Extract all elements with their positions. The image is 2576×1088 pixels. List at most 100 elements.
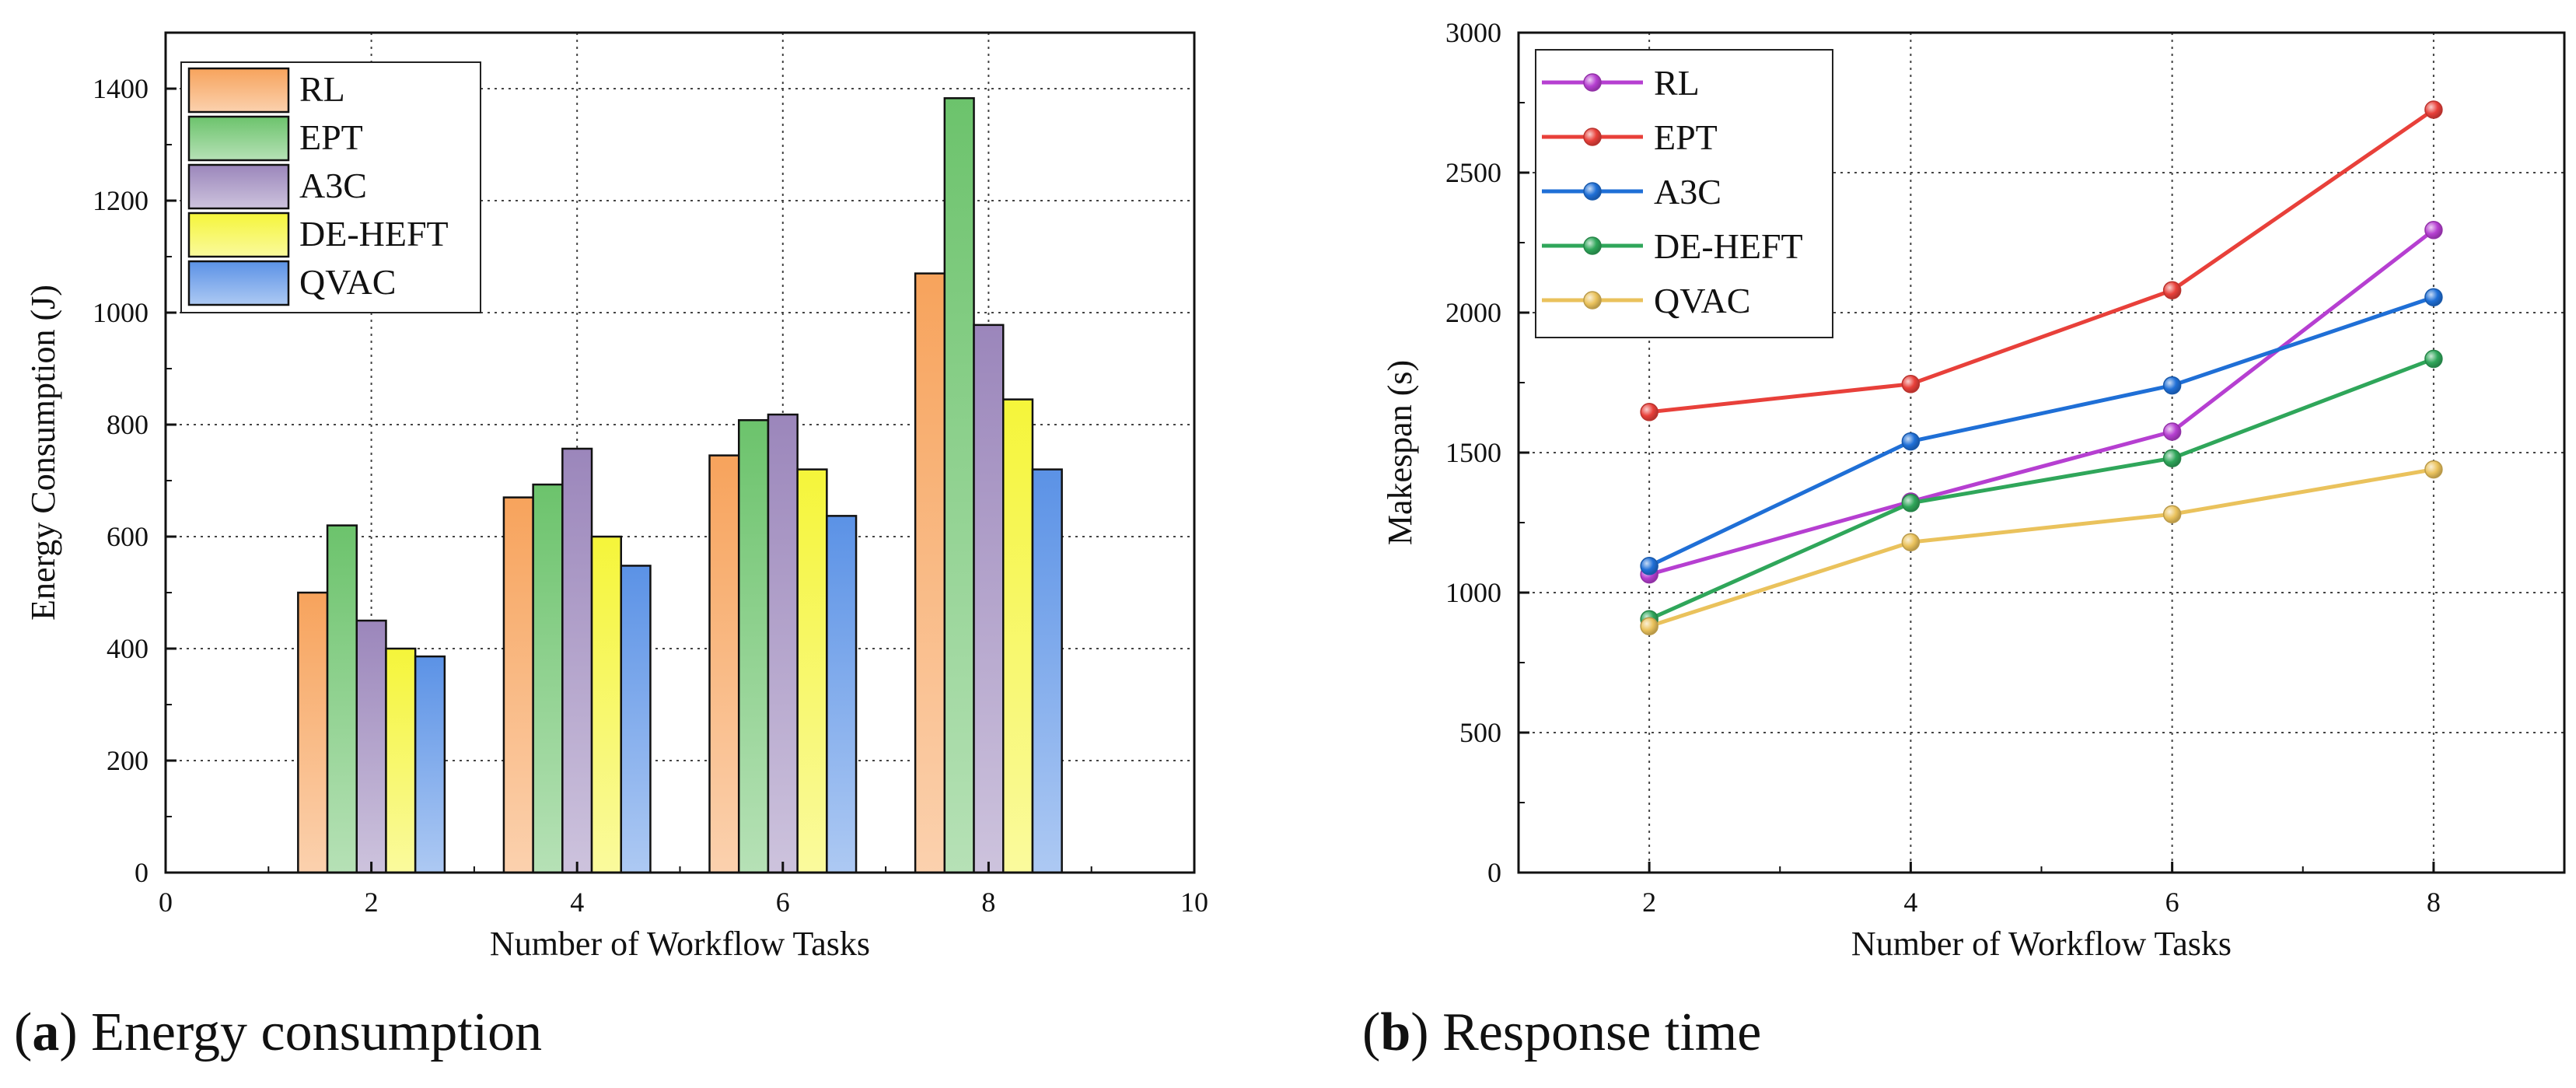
bar-de-heft-6: [796, 468, 828, 874]
bar-chart-x-tick-label: 8: [981, 887, 995, 918]
legend-label-ept: EPT: [299, 117, 363, 157]
legend-label-de-heft: DE-HEFT: [1654, 226, 1803, 266]
legend-label-a3c: A3C: [1654, 172, 1721, 212]
line-chart-y-axis-label: Makespan (s): [1381, 360, 1419, 545]
bar-chart-y-tick-label: 800: [107, 409, 149, 440]
legend-marker-de-heft: [1583, 236, 1602, 255]
bar-ept-2: [326, 524, 358, 874]
bar-chart-x-tick-label: 10: [1180, 887, 1208, 918]
point-a3c-8: [2424, 288, 2443, 306]
bar-de-heft-4: [590, 535, 623, 874]
line-chart-y-tick-label: 0: [1487, 857, 1501, 888]
bar-chart-y-tick-label: 1000: [93, 297, 149, 328]
bar-a3c-6: [767, 413, 799, 874]
line-chart-y-tick-label: 3000: [1445, 17, 1501, 48]
bar-a3c-8: [973, 324, 1005, 874]
line-chart-y-tick-label: 1500: [1445, 437, 1501, 468]
bar-rl-6: [708, 454, 740, 874]
bar-chart-y-tick-label: 1200: [93, 185, 149, 216]
point-de-heft-4: [1901, 494, 1921, 513]
point-de-heft-8: [2424, 349, 2443, 369]
point-a3c-2: [1640, 557, 1658, 575]
bar-chart-x-tick-label: 6: [776, 887, 790, 918]
line-chart-x-tick-label: 2: [1642, 887, 1656, 918]
bar-ept-4: [532, 483, 564, 874]
caption-b-text: Response time: [1442, 1002, 1761, 1062]
line-chart-series: [1640, 100, 2443, 635]
line-chart-legend: RL EPT A3C DE-HEFT QVAC: [1535, 49, 1833, 338]
point-ept-6: [2162, 281, 2182, 299]
line-chart-y-tick-label: 1000: [1445, 577, 1501, 608]
bar-qvac-2: [414, 655, 446, 874]
bar-rl-4: [502, 496, 534, 874]
bar-ept-8: [943, 96, 975, 874]
bar-qvac-4: [620, 565, 652, 874]
bar-chart-y-tick-label: 600: [107, 521, 149, 552]
point-rl-6: [2162, 422, 2182, 441]
line-qvac: [1648, 467, 2434, 628]
line-chart-x-axis-label: Number of Workflow Tasks: [1851, 925, 2232, 963]
line-chart-x-tick-label: 6: [2165, 887, 2179, 918]
legend-swatch-a3c: [187, 163, 290, 210]
bar-qvac-6: [826, 515, 858, 874]
caption-b-letter: b: [1380, 1002, 1410, 1062]
legend-swatch-ept: [187, 115, 290, 162]
bar-chart-y-axis-label: Energy Consumption (J): [24, 285, 62, 621]
caption-a: (a) Energy consumption: [14, 1002, 542, 1062]
bar-a3c-2: [355, 619, 387, 874]
line-chart-ticks: 0 500 1000 1500 2000 2500 3000 2 4 6 8: [1445, 17, 2441, 918]
bar-rl-8: [914, 272, 946, 874]
bar-chart-x-axis-label: Number of Workflow Tasks: [490, 925, 870, 963]
bar-chart-y-tick-label: 400: [107, 633, 149, 664]
line-ept: [1648, 107, 2435, 415]
bar-chart-legend: RL EPT A3C DE-HEFT QVAC: [180, 61, 481, 313]
point-qvac-2: [1640, 617, 1658, 635]
legend-label-qvac: QVAC: [299, 262, 396, 302]
line-chart-y-tick-label: 500: [1459, 717, 1501, 748]
bar-de-heft-8: [1002, 398, 1034, 874]
caption-b: (b) Response time: [1362, 1002, 1761, 1062]
point-ept-4: [1901, 375, 1921, 394]
legend-swatch-qvac: [187, 260, 290, 306]
caption-a-letter: a: [32, 1002, 59, 1062]
line-chart-y-tick-label: 2000: [1445, 297, 1501, 328]
point-ept-2: [1640, 403, 1658, 422]
legend-label-a3c: A3C: [299, 166, 367, 205]
energy-bar-chart: 0 200 400 600 800 1000 1200 1400 0 2 4 6 8 10 Number …: [24, 31, 1208, 963]
legend-label-qvac: QVAC: [1654, 281, 1750, 320]
legend-swatch-de-heft: [187, 212, 290, 258]
caption-a-text: Energy consumption: [91, 1002, 542, 1062]
line-a3c: [1648, 295, 2434, 568]
legend-label-rl: RL: [1654, 63, 1700, 103]
point-qvac-6: [2162, 505, 2182, 523]
point-a3c-4: [1901, 432, 1921, 451]
bar-rl-2: [297, 591, 329, 874]
legend-marker-rl: [1583, 73, 1602, 92]
legend-marker-ept: [1583, 128, 1602, 146]
line-chart-x-tick-label: 4: [1903, 887, 1917, 918]
legend-label-rl: RL: [299, 69, 345, 109]
bar-qvac-8: [1031, 468, 1063, 874]
legend-label-de-heft: DE-HEFT: [299, 214, 449, 254]
bar-de-heft-2: [385, 647, 417, 874]
point-de-heft-6: [2162, 449, 2182, 467]
bar-chart-x-tick-label: 4: [570, 887, 584, 918]
point-a3c-6: [2162, 376, 2182, 395]
makespan-line-chart: 0 500 1000 1500 2000 2500 3000 2 4 6 8 Number of W…: [1381, 17, 2566, 963]
bar-chart-y-tick-label: 200: [107, 745, 149, 776]
line-chart-x-tick-label: 8: [2427, 887, 2441, 918]
legend-label-ept: EPT: [1654, 117, 1718, 157]
point-rl-8: [2424, 221, 2443, 240]
point-ept-8: [2424, 100, 2443, 119]
line-rl: [1648, 228, 2435, 577]
line-chart-y-tick-label: 2500: [1445, 157, 1501, 188]
legend-marker-a3c: [1583, 182, 1602, 201]
point-qvac-4: [1901, 533, 1921, 551]
legend-marker-qvac: [1583, 291, 1602, 310]
line-de-heft: [1648, 357, 2434, 621]
bar-ept-6: [737, 418, 770, 874]
bar-chart-y-tick-label: 0: [135, 857, 149, 888]
legend-swatch-rl: [187, 67, 290, 114]
bar-chart-ticks: 0 200 400 600 800 1000 1200 1400 0 2 4 6 8 10: [93, 73, 1208, 918]
